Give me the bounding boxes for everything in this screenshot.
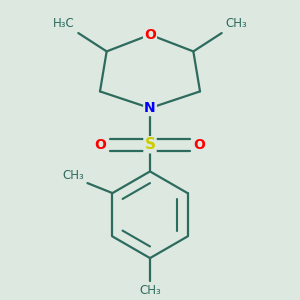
Text: CH₃: CH₃ bbox=[225, 17, 247, 30]
Text: H₃C: H₃C bbox=[53, 17, 75, 30]
Text: O: O bbox=[144, 28, 156, 42]
Text: S: S bbox=[145, 137, 155, 152]
Text: CH₃: CH₃ bbox=[62, 169, 84, 182]
Text: N: N bbox=[144, 101, 156, 115]
Text: O: O bbox=[194, 138, 205, 152]
Text: O: O bbox=[95, 138, 106, 152]
Text: CH₃: CH₃ bbox=[139, 284, 161, 297]
